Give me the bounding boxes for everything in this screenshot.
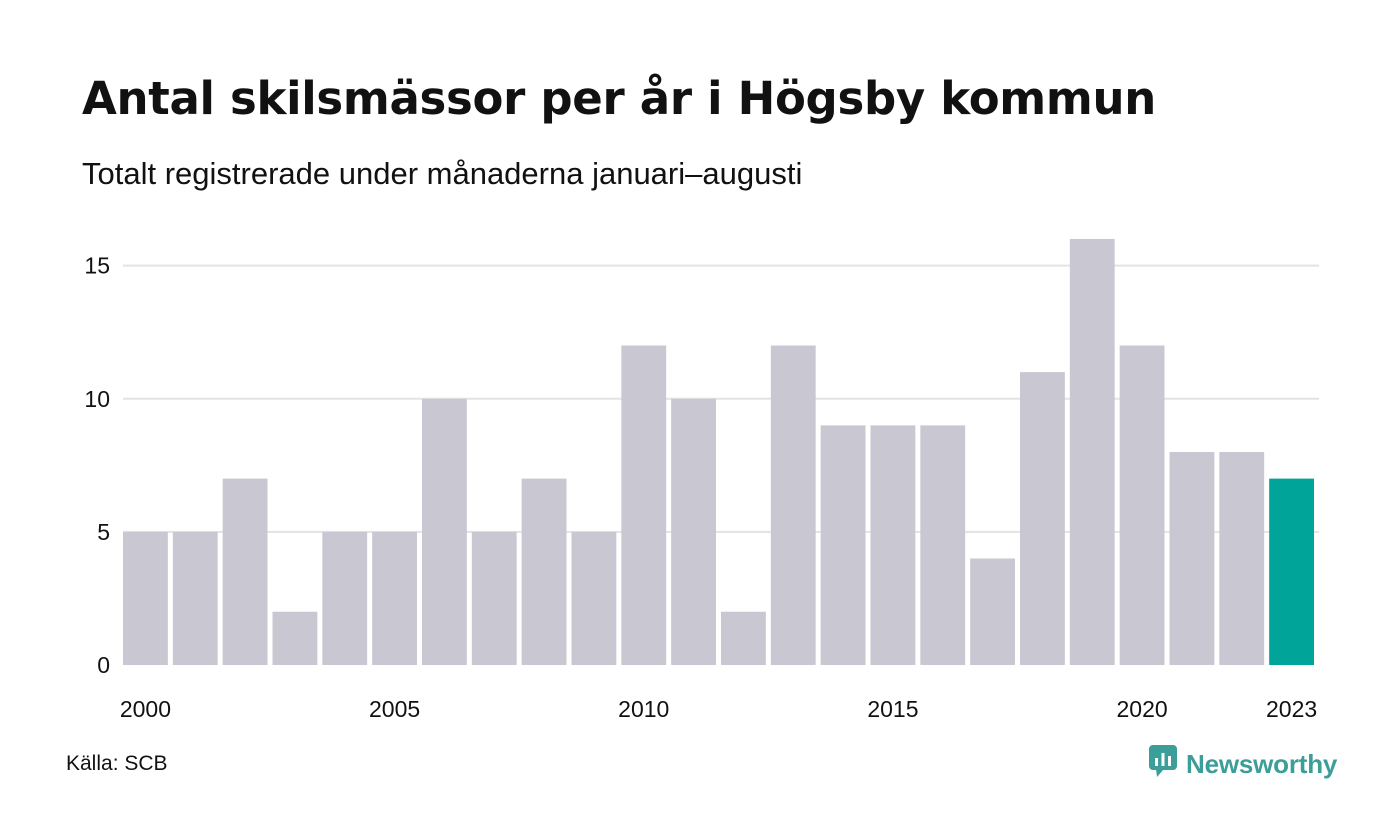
y-tick-label: 5: [97, 519, 110, 545]
bar-2002: [222, 478, 268, 665]
bar-2001: [172, 531, 218, 665]
y-tick-label: 10: [84, 386, 110, 412]
bar-2000: [123, 531, 168, 665]
y-tick-label: 0: [97, 652, 110, 678]
bar-2020: [1119, 345, 1165, 665]
x-tick-label: 2010: [618, 696, 669, 722]
y-axis-ticks: 0 5 10 15: [84, 253, 110, 678]
bar-2004: [322, 531, 368, 665]
x-tick-label: 2000: [120, 696, 171, 722]
x-axis-ticks: 2000 2005 2010 2015 2020 2023: [120, 696, 1317, 722]
bar-2015: [870, 425, 916, 665]
chart-title: Antal skilsmässor per år i Högsby kommun: [82, 72, 1156, 125]
bar-2014: [820, 425, 866, 665]
bar-2023: [1269, 478, 1314, 665]
brand-name: Newsworthy: [1186, 748, 1338, 779]
bar-2003: [272, 611, 318, 665]
chart-subtitle: Totalt registrerade under månaderna janu…: [82, 156, 803, 191]
x-tick-label: 2015: [867, 696, 918, 722]
bar-2013: [770, 345, 816, 665]
bar-chart: 0 5 10 15 2000 2005 2010 2015 2020 2023: [84, 239, 1319, 722]
brand: Newsworthy: [1148, 744, 1337, 783]
bar-2022: [1219, 452, 1265, 665]
bar-2006: [422, 398, 467, 665]
x-tick-label: 2020: [1116, 696, 1167, 722]
y-tick-label: 15: [84, 253, 110, 279]
bar-2018: [1020, 372, 1065, 665]
newsworthy-logo-icon: [1148, 744, 1178, 783]
bar-2007: [471, 531, 517, 665]
bar-2019: [1069, 239, 1115, 665]
bar-2016: [920, 425, 966, 665]
x-tick-label: 2005: [369, 696, 420, 722]
bar-2011: [671, 398, 716, 665]
x-tick-label: 2023: [1266, 696, 1317, 722]
bar-2008: [521, 478, 567, 665]
bar-2021: [1169, 452, 1215, 665]
bar-2005: [372, 531, 417, 665]
bar-2017: [970, 558, 1015, 665]
bar-2009: [571, 531, 617, 665]
bar-2010: [621, 345, 667, 665]
source-label: Källa: SCB: [66, 752, 168, 775]
bars: [123, 239, 1314, 665]
bar-2012: [721, 611, 766, 665]
